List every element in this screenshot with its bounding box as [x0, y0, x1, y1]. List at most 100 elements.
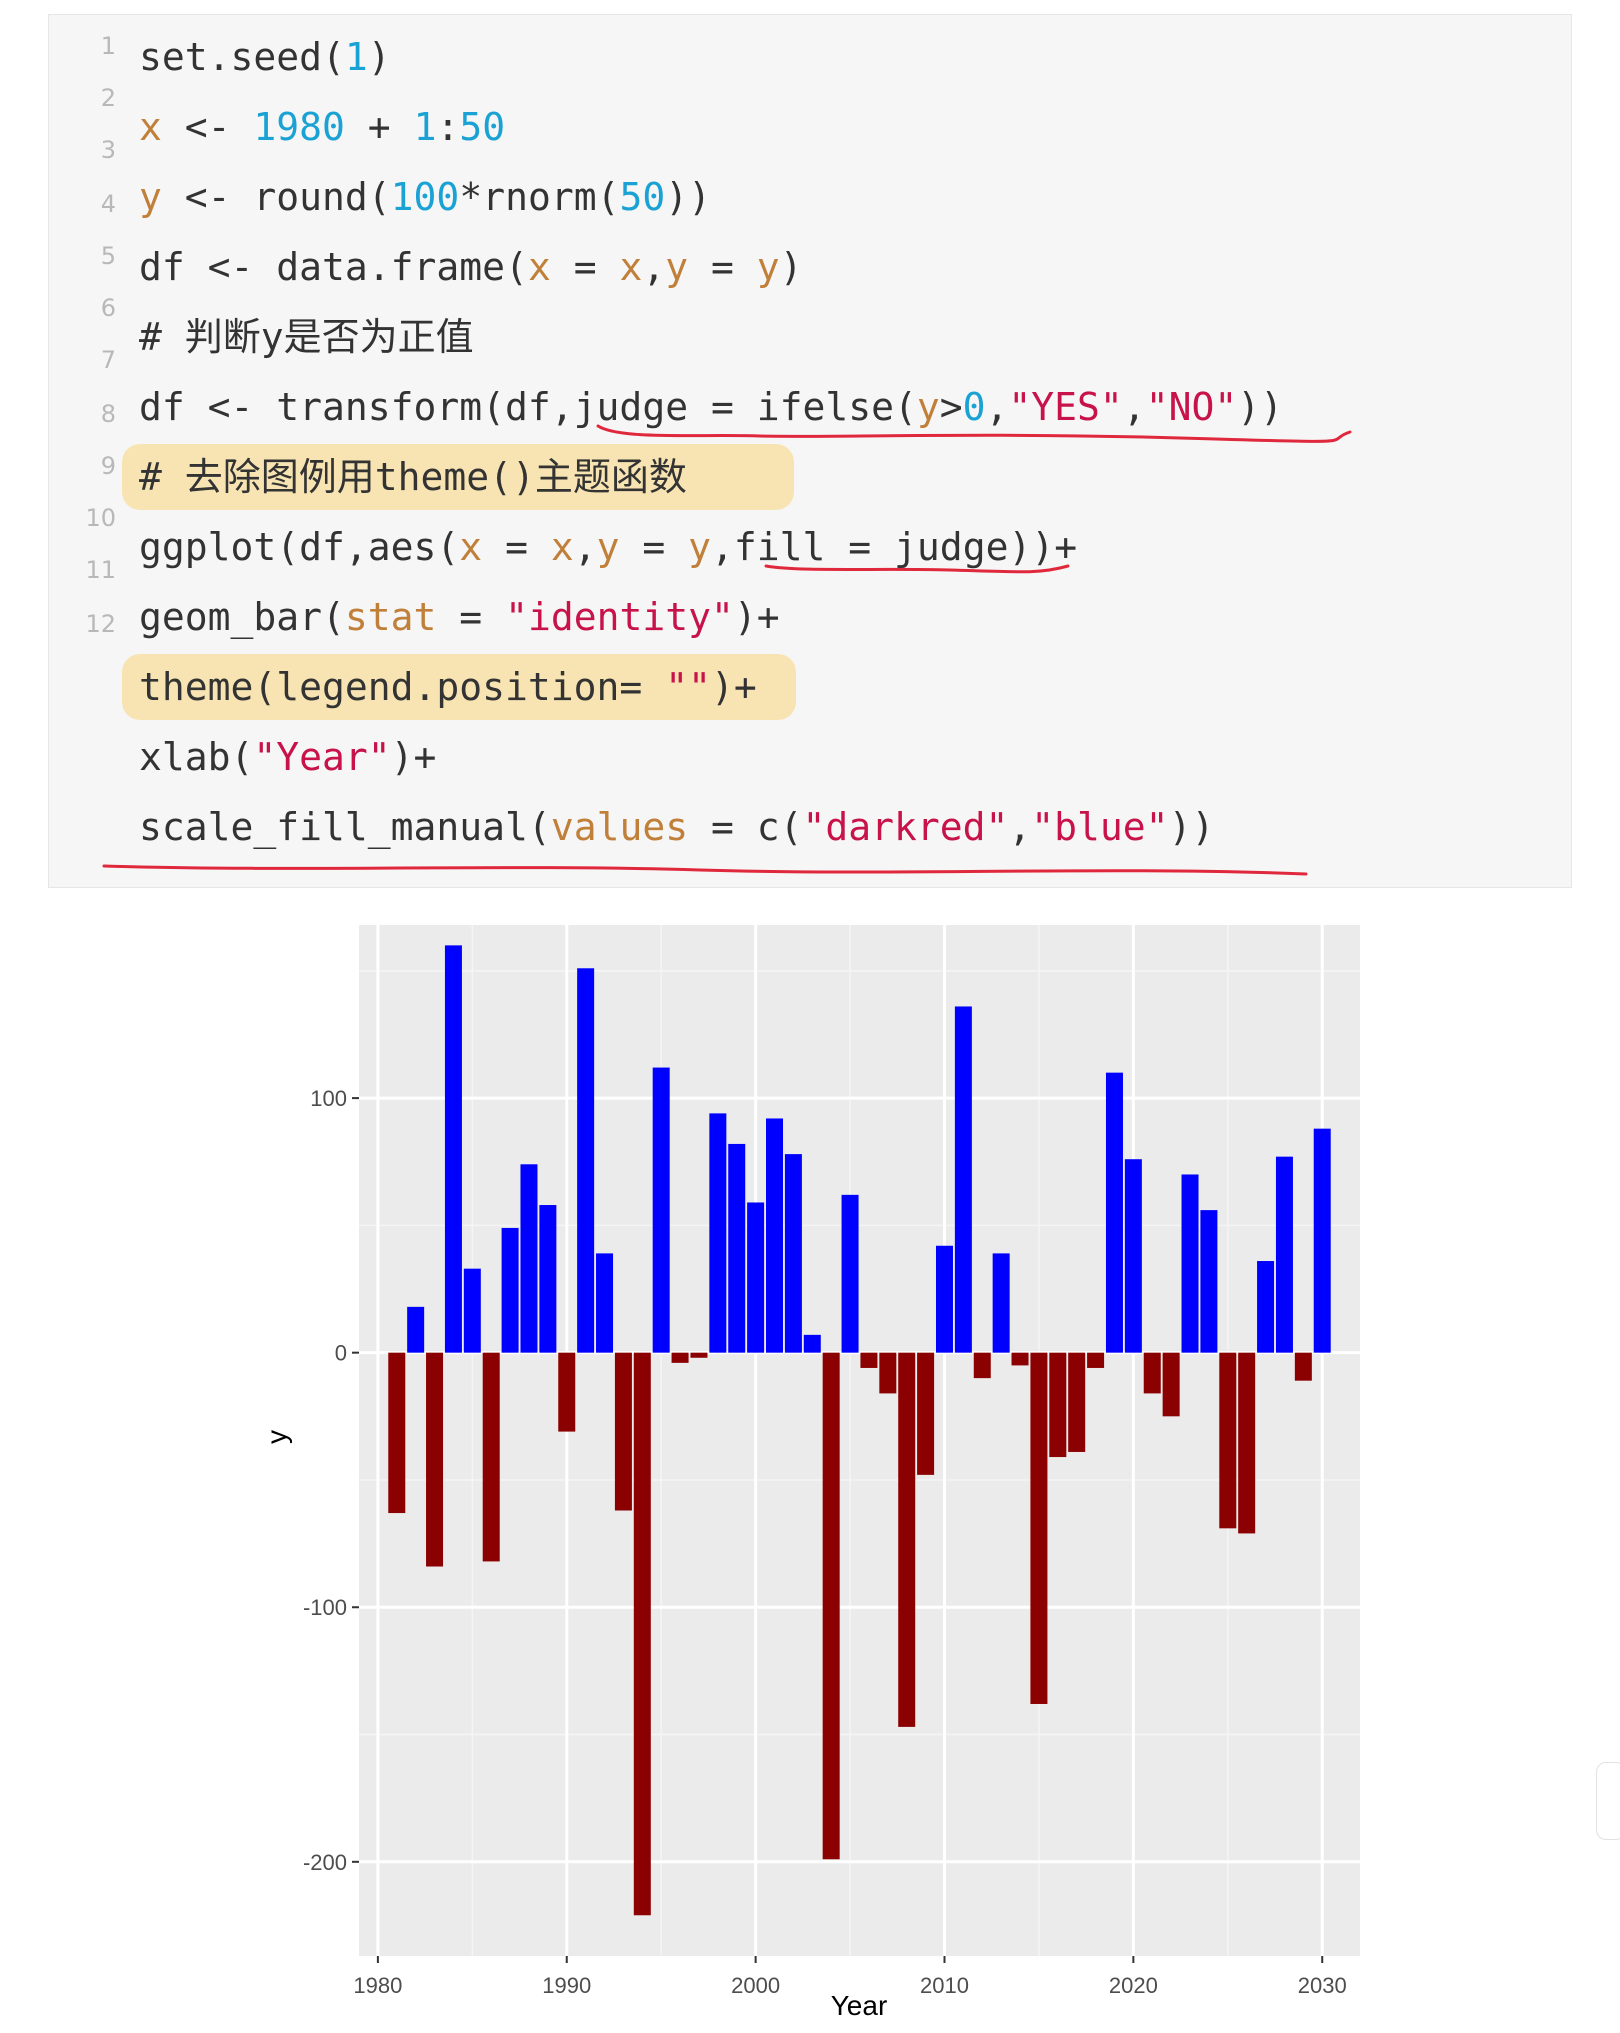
code-token: )+ — [390, 735, 437, 779]
bar-2010 — [935, 1245, 953, 1353]
code-token: df <- data.frame( — [139, 245, 528, 289]
code-token: )) — [1237, 385, 1283, 429]
bar-1982 — [407, 1306, 425, 1353]
code-line: scale_fill_manual(values = c("darkred","… — [139, 792, 1283, 862]
bar-2005 — [841, 1194, 859, 1353]
code-token: 1 — [344, 35, 368, 79]
bar-1983 — [426, 1352, 444, 1567]
code-token: ) — [779, 245, 803, 289]
code-token: set.seed( — [139, 35, 345, 79]
code-text[interactable]: set.seed(1) x <- 1980 + 1:50 y <- round(10… — [139, 22, 1283, 862]
plot-panel — [359, 925, 1360, 1956]
bar-2027 — [1257, 1261, 1275, 1353]
code-token: xlab( — [139, 735, 254, 779]
code-token: "YES" — [1008, 385, 1123, 429]
x-tick-label: 1990 — [542, 1973, 591, 1998]
code-token: , — [573, 525, 597, 569]
bar-2008 — [898, 1352, 916, 1727]
code-token: )+ — [710, 665, 757, 709]
bar-2004 — [822, 1352, 840, 1860]
bar-2020 — [1124, 1159, 1142, 1353]
bar-1998 — [709, 1113, 727, 1353]
bar-1997 — [690, 1352, 708, 1358]
line-number: 6 — [100, 294, 116, 322]
code-line: set.seed(1) — [139, 22, 1283, 92]
code-token: x — [619, 245, 643, 289]
y-axis-title: y — [261, 1430, 292, 1444]
x-tick-label: 1980 — [353, 1973, 402, 1998]
bar-2011 — [954, 1006, 972, 1353]
x-tick-label: 2020 — [1109, 1973, 1158, 1998]
bar-1999 — [728, 1143, 746, 1353]
code-token: "" — [665, 665, 711, 709]
code-token: = — [550, 245, 620, 289]
code-line: theme(legend.position= "")+ — [139, 652, 1283, 722]
code-token: # 判断y是否为正值 — [139, 315, 474, 359]
code-token: "NO" — [1145, 385, 1238, 429]
code-token: ggplot(df,aes( — [139, 525, 460, 569]
code-token: x — [550, 525, 574, 569]
bar-2026 — [1238, 1352, 1256, 1534]
code-token: "blue" — [1031, 805, 1169, 849]
x-tick-label: 2010 — [920, 1973, 969, 1998]
code-token: # 去除图例用theme()主题函数 — [139, 455, 687, 499]
bar-2000 — [747, 1202, 765, 1353]
code-token: *rnorm( — [459, 175, 620, 219]
bar-2006 — [860, 1352, 878, 1368]
y-tick-label: -200 — [303, 1850, 347, 1875]
axes: 1980 1990 2000 2010 2020 2030 -200 -100 0 100 — [303, 1086, 1347, 1998]
x-tick-label: 2000 — [731, 1973, 780, 1998]
code-token: 100 — [390, 175, 460, 219]
code-token: y — [596, 525, 620, 569]
code-token: scale_fill_manual( — [139, 805, 551, 849]
code-token: y — [916, 385, 940, 429]
bar-1985 — [463, 1268, 481, 1353]
bar-2017 — [1068, 1352, 1086, 1452]
bar-2028 — [1275, 1156, 1293, 1353]
code-token: y — [756, 245, 780, 289]
code-token: = — [482, 525, 551, 569]
line-number: 2 — [100, 84, 116, 112]
code-token: = — [688, 245, 757, 289]
code-line: x <- 1980 + 1:50 — [139, 92, 1283, 162]
code-token: values — [550, 805, 689, 849]
y-tick-label: 0 — [335, 1341, 347, 1366]
bar-2012 — [973, 1352, 991, 1379]
code-token: = c( — [688, 805, 803, 849]
bar-2014 — [1011, 1352, 1029, 1366]
bar-2013 — [992, 1253, 1010, 1353]
code-token: x — [527, 245, 551, 289]
bar-2025 — [1219, 1352, 1237, 1529]
code-token: <- — [161, 105, 254, 149]
code-token: , — [1008, 805, 1032, 849]
code-token: 50 — [459, 105, 506, 149]
line-number: 10 — [85, 504, 116, 532]
code-line: ggplot(df,aes(x = x,y = y,fill = judge))… — [139, 512, 1283, 582]
side-drag-handle[interactable] — [1596, 1762, 1620, 1840]
bar-2030 — [1313, 1128, 1331, 1353]
line-number: 8 — [100, 400, 116, 428]
code-token: )+ — [733, 595, 780, 639]
bar-2024 — [1200, 1210, 1218, 1353]
bar-2016 — [1049, 1352, 1067, 1458]
code-token: )) — [1168, 805, 1215, 849]
code-token: ) — [367, 35, 391, 79]
bar-1993 — [614, 1352, 632, 1511]
y-tick-label: 100 — [310, 1086, 347, 1111]
code-line: xlab("Year")+ — [139, 722, 1283, 792]
code-token: y — [688, 525, 712, 569]
bar-1992 — [596, 1253, 614, 1353]
x-tick-label: 2030 — [1298, 1973, 1347, 1998]
code-token: <- round( — [161, 175, 391, 219]
bars — [388, 945, 1331, 1916]
code-line: df <- data.frame(x = x,y = y) — [139, 232, 1283, 302]
bar-2001 — [766, 1118, 784, 1353]
code-token: , — [1122, 385, 1146, 429]
bar-2019 — [1105, 1072, 1123, 1353]
line-number: 5 — [100, 242, 116, 270]
bar-1981 — [388, 1352, 406, 1514]
bar-2029 — [1294, 1352, 1312, 1381]
code-token: )) — [665, 175, 711, 219]
code-token: = — [436, 595, 506, 639]
code-line: y <- round(100*rnorm(50)) — [139, 162, 1283, 232]
